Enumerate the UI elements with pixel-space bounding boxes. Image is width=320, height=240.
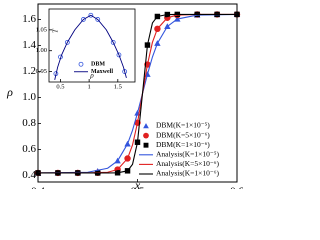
page: {"chart_data": [ {"type": "line", "xlabe…: [6, 3, 243, 189]
legend-label: DBM(K=1×10⁻⁶): [156, 140, 210, 149]
marker: [81, 17, 86, 22]
x-axis-label: x: [134, 178, 141, 189]
legend-marker: [143, 132, 149, 139]
plot-frame: [37, 3, 238, 183]
y-tick-label: 1.0: [22, 91, 36, 103]
marker: [122, 69, 128, 74]
line: [54, 14, 127, 81]
y-tick-label: 0.8: [22, 117, 36, 129]
legend-label: DBM(K=1×10⁻⁵): [156, 121, 210, 130]
y-tick-label: 1.2: [22, 65, 36, 77]
y-tick-label: 1.05: [36, 26, 47, 33]
marker: [95, 17, 101, 22]
y-tick-label: 0.6: [22, 143, 36, 155]
y-tick-label: 0.4: [22, 169, 36, 181]
marker: [116, 52, 122, 58]
chart: 0.4 0.5 0.6 0.4 0.6 0.8 1.0 1.2 1.4 1.6 x ρ DBM(K=1×…: [6, 3, 243, 189]
x-axis-label: ρ: [89, 72, 94, 80]
y-tick-label: 1.00: [36, 47, 47, 54]
legend-label: Analysis(K=1×10⁻⁵): [156, 150, 219, 159]
y-axis-label: T: [52, 28, 60, 33]
line: [38, 13, 237, 174]
y-axis-label: ρ: [6, 85, 13, 99]
legend-marker: [78, 61, 84, 67]
legend-marker: [143, 142, 149, 148]
marker: [88, 12, 94, 18]
x-tick-label: 0.5: [56, 83, 64, 90]
marker: [110, 39, 116, 45]
x-tick-label: 0.4: [31, 186, 45, 189]
inset-background: [49, 9, 135, 82]
legend-label: Analysis(K=5×10⁻⁶): [156, 159, 219, 168]
legend-marker: [143, 123, 149, 129]
marker: [64, 39, 70, 45]
x-tick-label: 0.6: [230, 186, 243, 189]
y-tick-label: 1.4: [22, 39, 36, 51]
legend-label: Analysis(K=1×10⁻⁶): [156, 169, 219, 178]
y-tick-label: 0.95: [36, 68, 47, 75]
legend-label: DBM: [91, 62, 105, 68]
x-tick-label: 1: [88, 83, 91, 90]
legend-label: DBM(K=5×10⁻⁶): [156, 130, 210, 139]
x-tick-label: 0.5: [131, 186, 145, 189]
x-tick-label: 1.5: [114, 83, 122, 90]
y-tick-label: 1.6: [22, 13, 36, 25]
legend-label: Maxwell: [91, 69, 113, 75]
plot-frame: [48, 8, 136, 83]
